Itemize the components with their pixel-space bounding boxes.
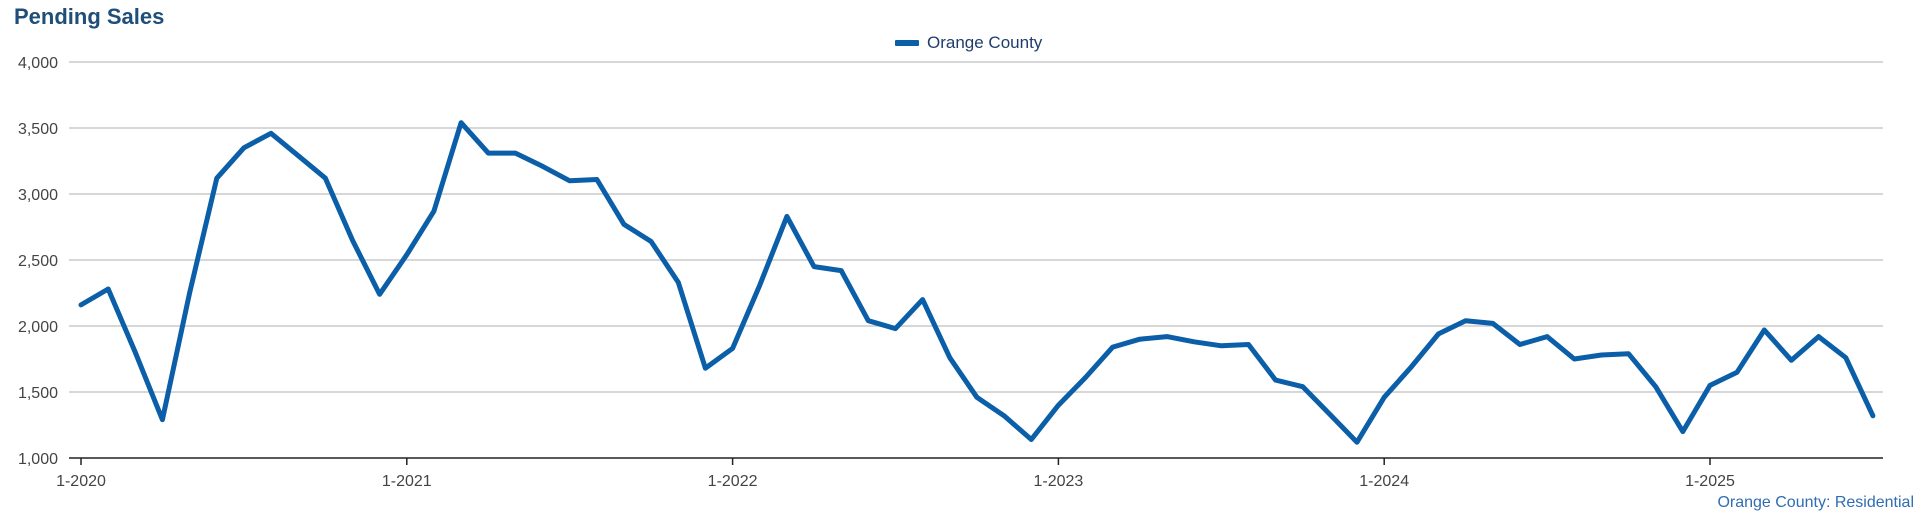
data-point: [1816, 334, 1821, 339]
data-point: [1219, 343, 1224, 348]
data-point: [676, 280, 681, 285]
data-point: [866, 318, 871, 323]
y-tick-label: 3,500: [18, 121, 58, 138]
x-tick-label: 1-2025: [1685, 473, 1735, 490]
data-point: [1056, 403, 1061, 408]
data-point: [1164, 334, 1170, 339]
data-point: [1544, 334, 1550, 339]
data-point: [1463, 318, 1468, 323]
chart-title: Pending Sales: [14, 4, 165, 29]
data-point: [567, 178, 572, 183]
data-point: [377, 292, 382, 297]
data-point: [187, 290, 192, 296]
y-tick-label: 2,500: [18, 253, 58, 270]
y-tick-label: 1,500: [18, 385, 58, 402]
data-point: [1762, 327, 1767, 333]
data-point: [730, 346, 735, 351]
x-tick-label: 1-2022: [708, 473, 758, 490]
data-point: [1490, 321, 1496, 326]
data-point: [1327, 412, 1333, 417]
data-point: [839, 268, 844, 273]
data-point: [296, 153, 301, 158]
data-point: [1382, 395, 1387, 400]
data-point: [486, 150, 491, 156]
data-point: [1626, 351, 1631, 356]
data-point: [974, 395, 980, 400]
data-point: [1273, 377, 1278, 383]
data-point: [323, 175, 328, 181]
data-point: [1680, 429, 1686, 434]
data-point: [1300, 384, 1305, 389]
chart-caption: Orange County: Residential: [1717, 494, 1914, 511]
data-point: [241, 145, 247, 150]
data-point: [784, 214, 790, 219]
legend: Orange County: [895, 33, 1042, 53]
y-tick-label: 1,000: [18, 451, 58, 468]
data-point: [1083, 375, 1088, 380]
data-point: [1354, 439, 1360, 445]
data-point: [1001, 413, 1007, 418]
data-point: [1599, 352, 1604, 358]
legend-swatch: [895, 40, 919, 46]
data-point: [703, 366, 708, 371]
data-point: [1517, 342, 1523, 347]
x-tick-label: 1-2020: [56, 473, 106, 490]
y-tick-label: 4,000: [18, 55, 58, 72]
data-point: [1707, 383, 1713, 388]
data-point: [594, 177, 600, 182]
data-point: [1191, 339, 1197, 345]
data-point: [513, 150, 518, 156]
data-point: [1789, 358, 1794, 363]
data-point: [1110, 344, 1115, 350]
legend-label: Orange County: [927, 33, 1043, 52]
data-point: [893, 326, 898, 331]
data-point: [1029, 437, 1034, 442]
data-point: [1436, 331, 1441, 337]
x-tick-label: 1-2023: [1033, 473, 1083, 490]
data-point: [133, 350, 138, 355]
data-point: [1246, 342, 1251, 347]
data-point: [78, 302, 84, 308]
data-point: [458, 120, 464, 125]
data-point: [1870, 413, 1876, 418]
data-point: [1653, 384, 1658, 389]
data-point: [105, 286, 111, 292]
data-point: [947, 355, 952, 360]
x-tick-label: 1-2024: [1359, 473, 1409, 490]
data-point: [621, 222, 627, 227]
data-point: [431, 208, 437, 214]
data-point: [648, 239, 654, 244]
data-point: [1734, 370, 1740, 375]
data-point: [1843, 355, 1848, 360]
data-point: [1572, 356, 1577, 362]
data-point: [811, 264, 817, 269]
data-point: [404, 252, 409, 257]
data-point: [1409, 364, 1414, 370]
series-line-orange-county: [78, 120, 1876, 445]
data-point: [350, 238, 355, 243]
y-tick-label: 2,000: [18, 319, 58, 336]
data-point: [757, 282, 762, 288]
x-tick-label: 1-2021: [382, 473, 432, 490]
data-point: [214, 175, 219, 181]
data-point: [268, 131, 274, 136]
data-point: [160, 417, 165, 422]
data-point: [920, 297, 925, 302]
data-point: [540, 164, 545, 169]
y-tick-label: 3,000: [18, 187, 58, 204]
data-point: [1137, 337, 1143, 342]
